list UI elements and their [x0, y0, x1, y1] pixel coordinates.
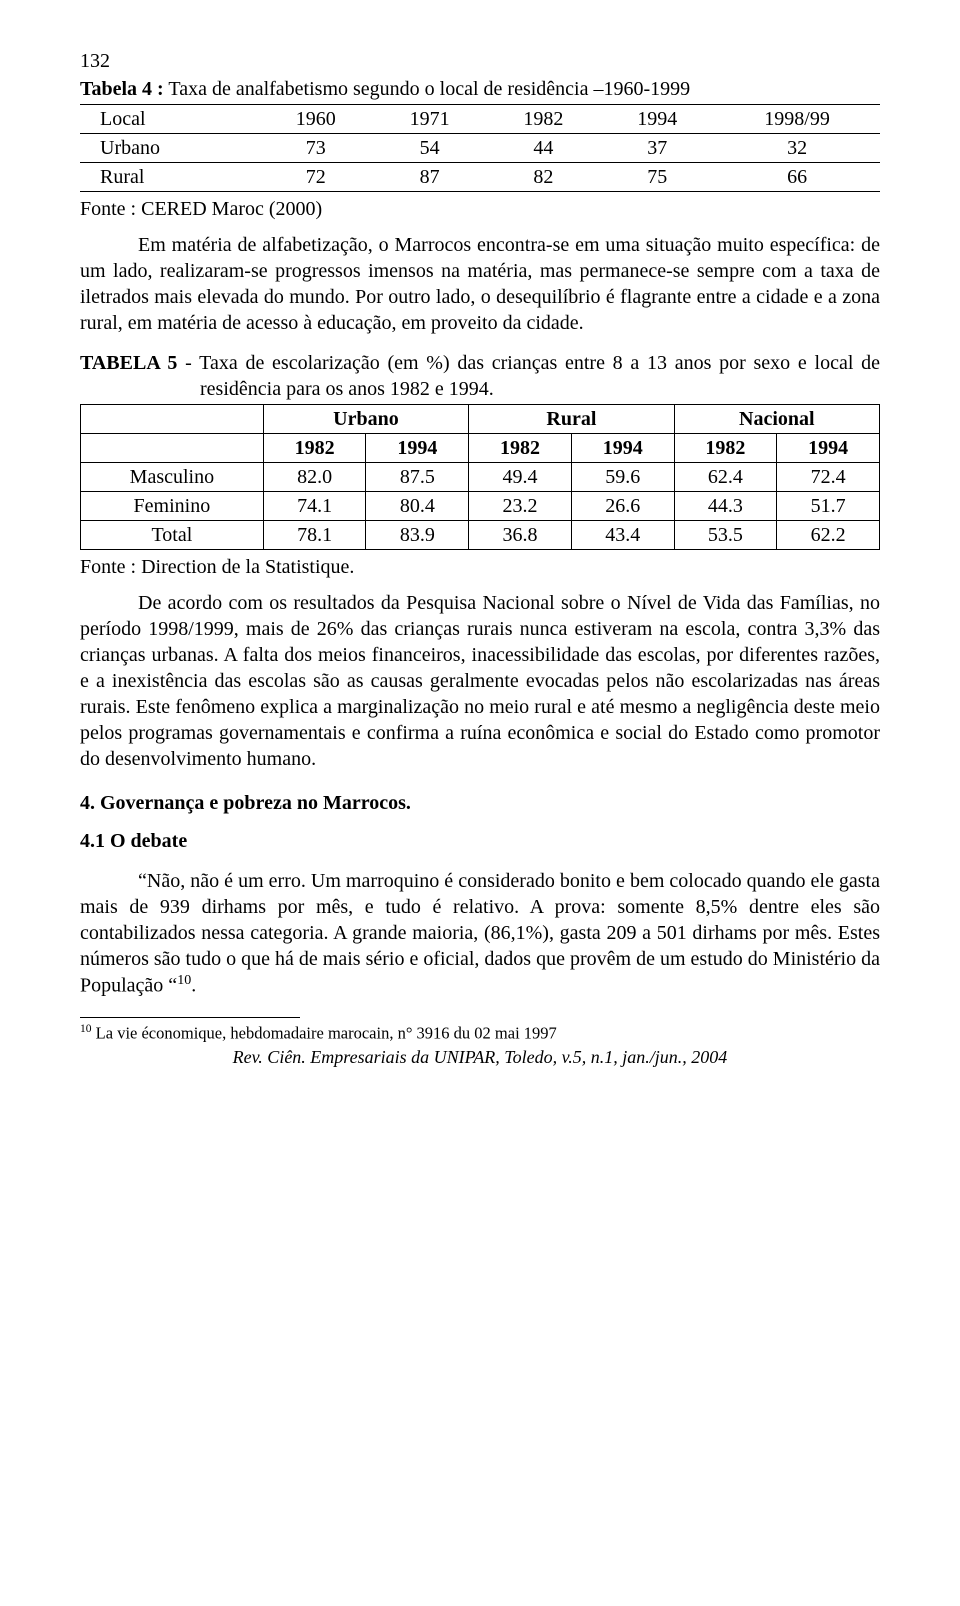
t5-r2-v3: 43.4: [571, 521, 674, 550]
t5-r2-label: Total: [81, 521, 264, 550]
t5-r1-v0: 74.1: [263, 492, 366, 521]
table4-r0-v3: 37: [600, 134, 714, 163]
table5-caption-lead: TABELA 5: [80, 352, 177, 374]
t5-r0-v3: 59.6: [571, 463, 674, 492]
table5-caption: TABELA 5 - Taxa de escolarização (em %) …: [80, 350, 880, 402]
footnote-10: 10 La vie économique, hebdomadaire maroc…: [80, 1022, 880, 1044]
section-4-heading: 4. Governança e pobreza no Marrocos.: [80, 790, 880, 816]
table-row: Rural 72 87 82 75 66: [80, 163, 880, 192]
table4-r0-v4: 32: [714, 134, 880, 163]
table4-r1-v2: 82: [487, 163, 601, 192]
table5: Urbano Rural Nacional 1982 1994 1982 199…: [80, 404, 880, 550]
t5-r0-label: Masculino: [81, 463, 264, 492]
t5-r0-v0: 82.0: [263, 463, 366, 492]
table5-year-header: 1982 1994 1982 1994 1982 1994: [81, 434, 880, 463]
t5-r1-v2: 23.2: [469, 492, 572, 521]
table4-h2: 1971: [373, 105, 487, 134]
table5-yh0: 1982: [263, 434, 366, 463]
table5-gh1: Rural: [469, 405, 674, 434]
table5-yh4: 1982: [674, 434, 777, 463]
t5-r2-v2: 36.8: [469, 521, 572, 550]
table4-h3: 1982: [487, 105, 601, 134]
footnote-ref-10: 10: [177, 973, 191, 988]
table-row: Urbano 73 54 44 37 32: [80, 134, 880, 163]
table4-r0-v1: 54: [373, 134, 487, 163]
footnote-rule: [80, 1017, 300, 1018]
table4-r1-v1: 87: [373, 163, 487, 192]
table4-r1-v4: 66: [714, 163, 880, 192]
section-4-1-heading: 4.1 O debate: [80, 828, 880, 854]
table4-r0-v0: 73: [259, 134, 373, 163]
paragraph-1: Em matéria de alfabetização, o Marrocos …: [80, 232, 880, 336]
table4-r0-v2: 44: [487, 134, 601, 163]
table4-caption-lead: Tabela 4 :: [80, 78, 164, 100]
table4-r0-label: Urbano: [80, 134, 259, 163]
table4-h0: Local: [80, 105, 259, 134]
table4-header-row: Local 1960 1971 1982 1994 1998/99: [80, 105, 880, 134]
table4-caption-rest: Taxa de analfabetismo segundo o local de…: [164, 78, 690, 100]
table-row: Masculino 82.0 87.5 49.4 59.6 62.4 72.4: [81, 463, 880, 492]
table4-r1-label: Rural: [80, 163, 259, 192]
paragraph-3: “Não, não é um erro. Um marroquino é con…: [80, 868, 880, 999]
page-number: 132: [80, 48, 880, 74]
paragraph-3-tail: .: [191, 975, 196, 997]
table4-r1-v0: 72: [259, 163, 373, 192]
t5-r1-v3: 26.6: [571, 492, 674, 521]
table5-caption-rest: - Taxa de escolarização (em %) das crian…: [177, 352, 880, 400]
t5-r1-v4: 44.3: [674, 492, 777, 521]
table4-h5: 1998/99: [714, 105, 880, 134]
t5-r0-v1: 87.5: [366, 463, 469, 492]
footnote-text: La vie économique, hebdomadaire marocain…: [92, 1023, 557, 1042]
t5-r2-v5: 62.2: [777, 521, 880, 550]
table4-h4: 1994: [600, 105, 714, 134]
table4-source: Fonte : CERED Maroc (2000): [80, 196, 880, 222]
table5-yh5: 1994: [777, 434, 880, 463]
table-row: Feminino 74.1 80.4 23.2 26.6 44.3 51.7: [81, 492, 880, 521]
table5-blank2: [81, 434, 264, 463]
t5-r2-v0: 78.1: [263, 521, 366, 550]
table5-group-header: Urbano Rural Nacional: [81, 405, 880, 434]
table4: Local 1960 1971 1982 1994 1998/99 Urbano…: [80, 104, 880, 192]
table5-yh3: 1994: [571, 434, 674, 463]
table4-caption: Tabela 4 : Taxa de analfabetismo segundo…: [80, 76, 880, 102]
table4-r1-v3: 75: [600, 163, 714, 192]
t5-r2-v1: 83.9: [366, 521, 469, 550]
t5-r0-v5: 72.4: [777, 463, 880, 492]
t5-r0-v4: 62.4: [674, 463, 777, 492]
table5-source: Fonte : Direction de la Statistique.: [80, 554, 880, 580]
table5-gh2: Nacional: [674, 405, 879, 434]
table5-gh0: Urbano: [263, 405, 468, 434]
table5-yh1: 1994: [366, 434, 469, 463]
paragraph-2: De acordo com os resultados da Pesquisa …: [80, 590, 880, 772]
t5-r2-v4: 53.5: [674, 521, 777, 550]
journal-footer: Rev. Ciên. Empresariais da UNIPAR, Toled…: [80, 1046, 880, 1069]
t5-r1-label: Feminino: [81, 492, 264, 521]
table5-blank: [81, 405, 264, 434]
table5-yh2: 1982: [469, 434, 572, 463]
table4-h1: 1960: [259, 105, 373, 134]
t5-r1-v1: 80.4: [366, 492, 469, 521]
t5-r0-v2: 49.4: [469, 463, 572, 492]
t5-r1-v5: 51.7: [777, 492, 880, 521]
footnote-marker: 10: [80, 1023, 92, 1035]
table-row: Total 78.1 83.9 36.8 43.4 53.5 62.2: [81, 521, 880, 550]
paragraph-3-text: “Não, não é um erro. Um marroquino é con…: [80, 870, 880, 997]
